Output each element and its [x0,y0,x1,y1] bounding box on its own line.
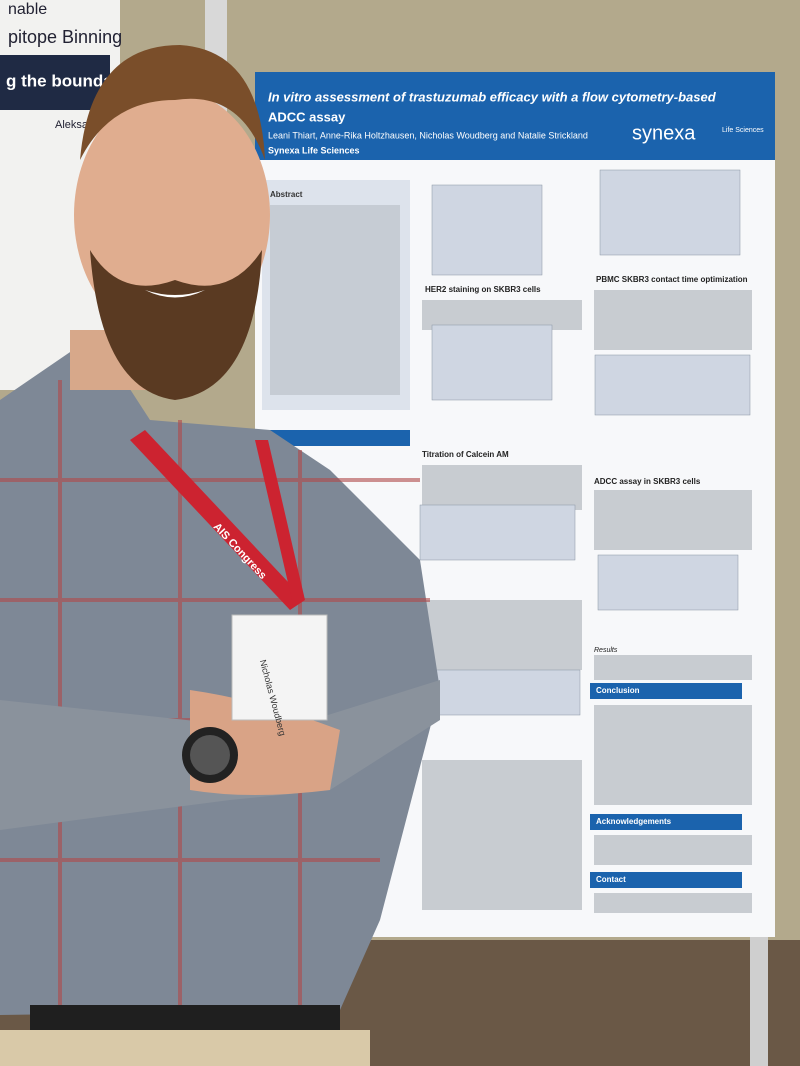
section-bar [262,430,410,446]
abstract-box [262,180,410,410]
lanyard [255,440,305,600]
watch-face [190,735,230,775]
section-heading: ADCC assay in SKBR3 cells [594,477,701,486]
section-bar [590,872,742,888]
trousers [0,1030,370,1066]
poster-authors: Leani Thiart, Anne-Rika Holtzhausen, Nic… [268,130,588,140]
left-poster-band [0,55,110,110]
section-heading: Contact [596,875,626,884]
section-heading: PBMC SKBR3 contact time optimization [596,275,748,284]
shirt [0,335,440,1015]
figures [419,169,751,716]
stand-pole [750,930,768,1066]
poster-title: In vitro assessment of trastuzumab effic… [268,89,717,104]
badge [231,614,328,721]
lanyard [130,430,305,610]
poster-title: ADCC assay [268,109,346,124]
poster-affiliation: Synexa Life Sciences [268,145,360,155]
section-heading: Conclusion [596,686,640,695]
section-heading: HER2 staining on SKBR3 cells [425,285,541,294]
poster-header [255,72,775,160]
head [74,90,270,340]
hair [80,45,265,160]
left-poster-text: pitope Binning [8,27,122,47]
teeth [145,290,205,298]
section-heading: Abstract [270,190,303,199]
left-poster-text: nable [8,1,47,18]
section-heading: Acknowledgements [596,817,672,826]
section-bar [590,814,742,830]
poster-logo: synexa [632,122,696,144]
section-bar [590,683,742,699]
text-lines [270,205,752,913]
section-heading: Results [594,647,618,654]
poster-logo-sub: Life Sciences [722,127,764,134]
section-heading: Titration of Calcein AM [422,450,509,459]
belt [30,1005,340,1033]
beard [90,250,262,400]
